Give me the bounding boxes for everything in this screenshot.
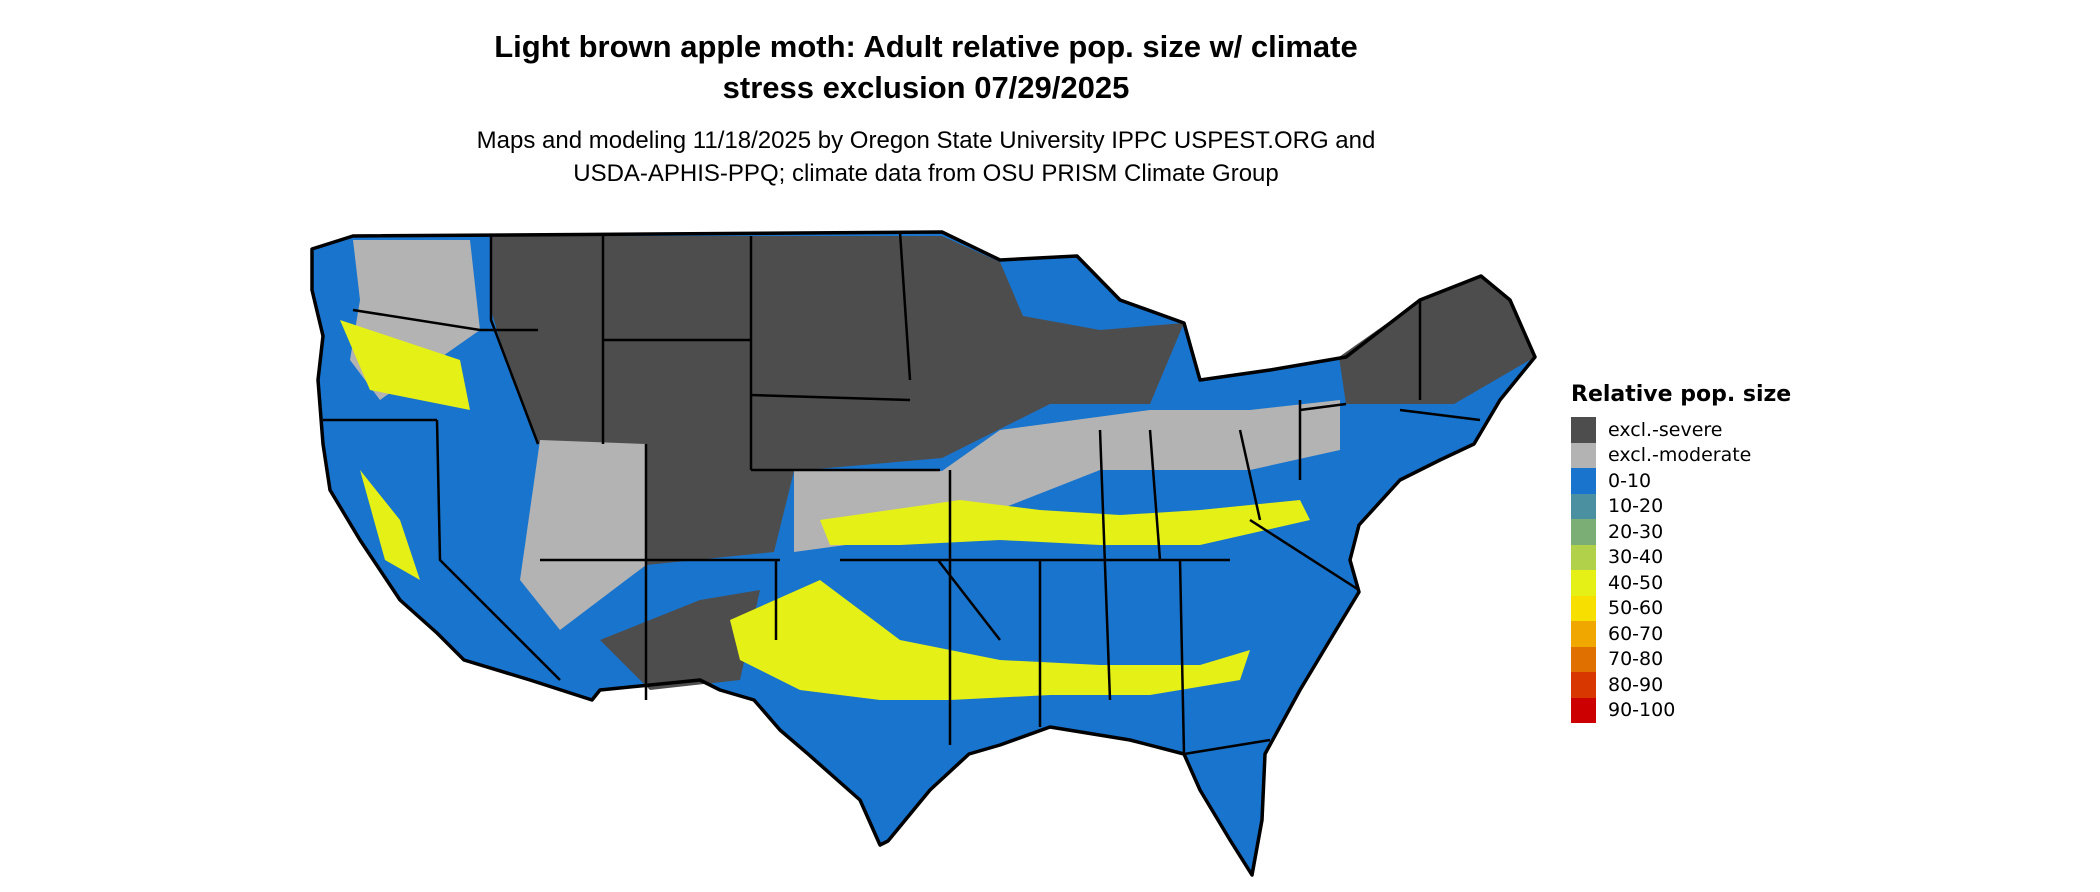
legend-label: 80-90 <box>1608 673 1664 696</box>
legend-swatch <box>1571 646 1596 672</box>
legend: Relative pop. size excl.-severe excl.-mod… <box>1571 382 1791 723</box>
subtitle-line-2: USDA-APHIS-PPQ; climate data from OSU PR… <box>573 160 1279 187</box>
legend-swatch <box>1571 544 1596 570</box>
legend-label: 90-100 <box>1608 699 1676 722</box>
excl-severe-region-northeast <box>1339 276 1535 404</box>
legend-swatch <box>1571 468 1596 494</box>
yellow-band-south <box>730 580 1250 700</box>
state-border <box>1183 738 1271 756</box>
legend-item: excl.-moderate <box>1571 442 1791 468</box>
legend-label: excl.-severe <box>1608 418 1723 441</box>
legend-swatch <box>1571 442 1596 468</box>
excl-moderate-region-southwest <box>520 440 646 630</box>
map-title: Light brown apple moth: Adult relative p… <box>0 26 1852 108</box>
state-border <box>750 393 911 402</box>
state-border <box>1249 518 1360 592</box>
yellow-band-california <box>360 470 420 580</box>
map-subtitle: Maps and modeling 11/18/2025 by Oregon S… <box>0 124 1852 190</box>
state-border <box>489 236 540 445</box>
legend-swatch <box>1571 519 1596 545</box>
yellow-band-central <box>820 500 1310 545</box>
legend-label: 10-20 <box>1608 495 1664 518</box>
state-border <box>1299 402 1347 412</box>
state-border <box>1098 429 1112 701</box>
state-border <box>1148 429 1162 561</box>
legend-swatch <box>1571 570 1596 596</box>
legend-item: excl.-severe <box>1571 417 1791 443</box>
state-border <box>898 231 912 381</box>
legend-items: excl.-severe excl.-moderate 0-10 10-20 20-30… <box>1571 417 1791 723</box>
legend-item: 20-30 <box>1571 519 1791 545</box>
yellow-band-oregon <box>340 320 470 410</box>
legend-title: Relative pop. size <box>1571 382 1792 407</box>
legend-item: 0-10 <box>1571 468 1791 494</box>
legend-swatch <box>1571 417 1596 443</box>
legend-label: 50-60 <box>1608 597 1664 620</box>
title-line-1: Light brown apple moth: Adult relative p… <box>494 29 1358 64</box>
legend-label: 70-80 <box>1608 648 1664 671</box>
us-outline <box>310 230 1537 877</box>
subtitle-line-1: Maps and modeling 11/18/2025 by Oregon S… <box>476 127 1376 154</box>
legend-label: 40-50 <box>1608 571 1664 594</box>
state-border <box>937 559 1001 641</box>
legend-label: excl.-moderate <box>1608 444 1752 467</box>
legend-item: 70-80 <box>1571 646 1791 672</box>
state-border <box>1238 429 1262 521</box>
state-border <box>1178 559 1186 755</box>
state-border <box>352 308 538 332</box>
legend-label: 0-10 <box>1608 469 1652 492</box>
legend-item: 60-70 <box>1571 621 1791 647</box>
legend-label: 30-40 <box>1608 546 1664 569</box>
excl-severe-region-north <box>491 236 1184 565</box>
title-line-2: stress exclusion 07/29/2025 <box>722 70 1130 105</box>
state-border <box>435 419 561 681</box>
legend-swatch <box>1571 493 1596 519</box>
legend-swatch <box>1571 672 1596 698</box>
legend-swatch <box>1571 621 1596 647</box>
legend-item: 50-60 <box>1571 595 1791 621</box>
legend-item: 30-40 <box>1571 544 1791 570</box>
legend-swatch <box>1571 697 1596 723</box>
excl-severe-region-arizona <box>600 590 760 690</box>
legend-item: 10-20 <box>1571 493 1791 519</box>
legend-label: 20-30 <box>1608 520 1664 543</box>
legend-item: 80-90 <box>1571 672 1791 698</box>
legend-label: 60-70 <box>1608 622 1664 645</box>
legend-item: 40-50 <box>1571 570 1791 596</box>
state-border <box>1399 408 1481 422</box>
legend-swatch <box>1571 595 1596 621</box>
legend-item: 90-100 <box>1571 697 1791 723</box>
